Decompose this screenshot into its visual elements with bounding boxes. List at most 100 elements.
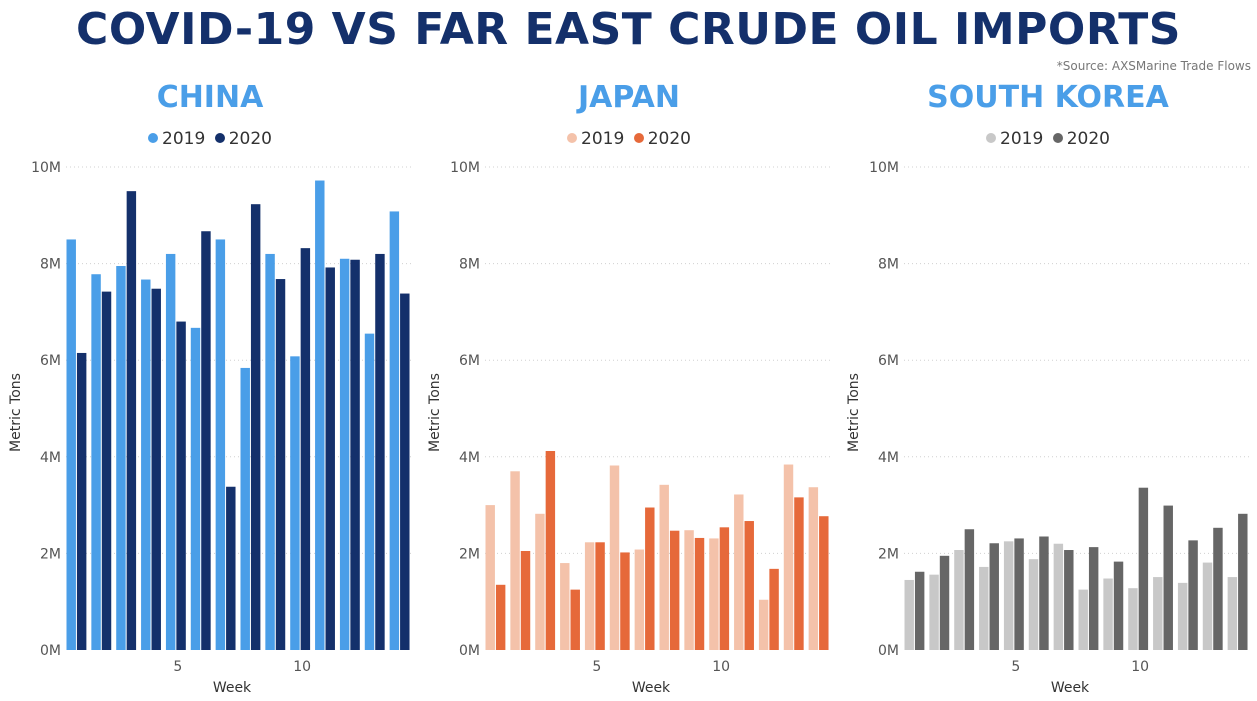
bar-2020-week-3 xyxy=(545,451,556,650)
y-tick-label: 4M xyxy=(878,450,899,466)
bar-2020-week-1 xyxy=(495,584,506,650)
bar-2020-week-5 xyxy=(595,542,605,650)
legend-label-2020: 2020 xyxy=(228,129,272,149)
x-tick-label: 5 xyxy=(1011,659,1020,675)
y-tick-label: 4M xyxy=(459,450,480,466)
bar-2019-week-10 xyxy=(709,538,719,650)
bar-2019-week-11 xyxy=(315,180,325,651)
bar-2019-week-1 xyxy=(66,239,76,650)
bar-2019-week-1 xyxy=(485,505,495,650)
bar-2019-week-3 xyxy=(535,513,545,650)
y-tick-label: 0M xyxy=(459,643,480,659)
y-tick-label: 4M xyxy=(40,450,61,466)
bar-2019-week-11 xyxy=(734,494,744,650)
y-tick-label: 6M xyxy=(459,353,480,369)
y-tick-label: 10M xyxy=(869,160,899,176)
bar-2020-week-3 xyxy=(126,191,137,650)
legend-item-2019[interactable]: 2019 xyxy=(567,129,624,149)
x-axis-title: Week xyxy=(213,680,252,696)
bar-2019-week-8 xyxy=(659,484,669,650)
x-axis-title: Week xyxy=(632,680,671,696)
bar-2019-week-6 xyxy=(190,327,201,650)
bar-2020-week-13 xyxy=(794,497,804,650)
legend-label-2019: 2019 xyxy=(581,129,625,149)
bar-2019-week-5 xyxy=(165,253,176,650)
y-tick-label: 8M xyxy=(878,257,899,273)
bar-2020-week-1 xyxy=(914,571,925,650)
bar-2019-week-8 xyxy=(240,367,250,650)
bar-2019-week-4 xyxy=(141,279,151,650)
bar-2019-week-8 xyxy=(1078,589,1088,650)
bar-2020-week-11 xyxy=(325,267,335,650)
bar-2020-week-6 xyxy=(620,552,630,650)
y-axis-title: Metric Tons xyxy=(8,373,24,452)
bar-2019-week-6 xyxy=(1028,559,1039,650)
bar-2019-week-14 xyxy=(1227,577,1238,650)
bar-2020-week-9 xyxy=(694,537,705,650)
x-tick-label: 10 xyxy=(293,659,311,675)
legend-item-2020[interactable]: 2020 xyxy=(633,129,691,149)
bar-2020-week-11 xyxy=(1163,505,1173,650)
bar-2020-week-8 xyxy=(250,204,261,651)
y-tick-label: 2M xyxy=(459,546,480,562)
bar-2020-week-6 xyxy=(201,231,211,650)
bar-2019-week-10 xyxy=(290,356,300,650)
legend-item-2019[interactable]: 2019 xyxy=(986,129,1043,149)
bar-2019-week-7 xyxy=(1053,543,1064,650)
bar-2019-week-13 xyxy=(783,464,794,650)
y-tick-label: 8M xyxy=(459,257,480,273)
bar-2019-week-7 xyxy=(634,549,645,650)
legend-item-2020[interactable]: 2020 xyxy=(214,129,272,149)
bar-2020-week-10 xyxy=(300,248,311,651)
y-axis-title: Metric Tons xyxy=(846,373,862,452)
bar-2019-week-7 xyxy=(215,239,226,650)
legend-china: 2019 2020 xyxy=(0,129,420,149)
japan-chart: 0M 2M 4M 6M 8M 10M 5 10 Week Metric Tons xyxy=(427,160,833,696)
legend-japan: 2019 2020 xyxy=(419,129,839,149)
bar-2019-week-9 xyxy=(684,530,694,650)
y-tick-label: 0M xyxy=(40,643,61,659)
bar-2020-week-5 xyxy=(176,321,186,650)
legend-item-2020[interactable]: 2020 xyxy=(1052,129,1110,149)
bar-2020-week-10 xyxy=(1138,487,1149,650)
legend-label-2020: 2020 xyxy=(1066,129,1110,149)
x-tick-label: 5 xyxy=(592,659,601,675)
legend-item-2019[interactable]: 2019 xyxy=(148,129,205,149)
bar-2020-week-2 xyxy=(520,550,531,650)
bar-2020-week-13 xyxy=(375,253,385,650)
x-axis-title: Week xyxy=(1051,680,1090,696)
bar-2019-week-2 xyxy=(929,574,939,650)
bar-2019-week-13 xyxy=(1202,562,1213,650)
bar-2019-week-3 xyxy=(116,266,126,650)
legend-dot-2020 xyxy=(214,133,225,143)
legend-label-2019: 2019 xyxy=(162,129,206,149)
bar-2019-week-14 xyxy=(389,211,400,650)
bar-2020-week-7 xyxy=(226,486,236,650)
bar-2019-week-11 xyxy=(1153,577,1163,650)
bar-2020-week-8 xyxy=(669,530,680,650)
bar-2020-week-11 xyxy=(744,521,754,650)
y-tick-label: 2M xyxy=(40,546,61,562)
bar-2020-week-9 xyxy=(1113,561,1124,650)
bar-2020-week-1 xyxy=(76,352,87,650)
bar-2020-week-14 xyxy=(1238,513,1248,650)
legend-dot-2019 xyxy=(567,133,578,143)
bar-2019-week-9 xyxy=(1103,578,1113,650)
bar-2019-week-4 xyxy=(560,563,570,650)
chart-title-south-korea: SOUTH KOREA xyxy=(927,80,1169,115)
x-tick-label: 10 xyxy=(1131,659,1149,675)
y-tick-label: 0M xyxy=(878,643,899,659)
y-tick-label: 10M xyxy=(31,160,61,176)
bar-2020-week-12 xyxy=(1188,540,1198,650)
bar-2020-week-6 xyxy=(1039,536,1049,650)
legend-dot-2019 xyxy=(986,133,997,143)
bar-2019-week-12 xyxy=(1177,582,1188,650)
y-tick-label: 6M xyxy=(40,353,61,369)
x-tick-label: 10 xyxy=(712,659,730,675)
chart-title-china: CHINA xyxy=(156,80,264,115)
bar-2020-week-8 xyxy=(1088,547,1099,650)
chart-title-japan: JAPAN xyxy=(578,80,680,115)
x-tick-label: 5 xyxy=(173,659,182,675)
bar-2019-week-10 xyxy=(1128,588,1138,650)
bar-2019-week-2 xyxy=(91,274,101,650)
